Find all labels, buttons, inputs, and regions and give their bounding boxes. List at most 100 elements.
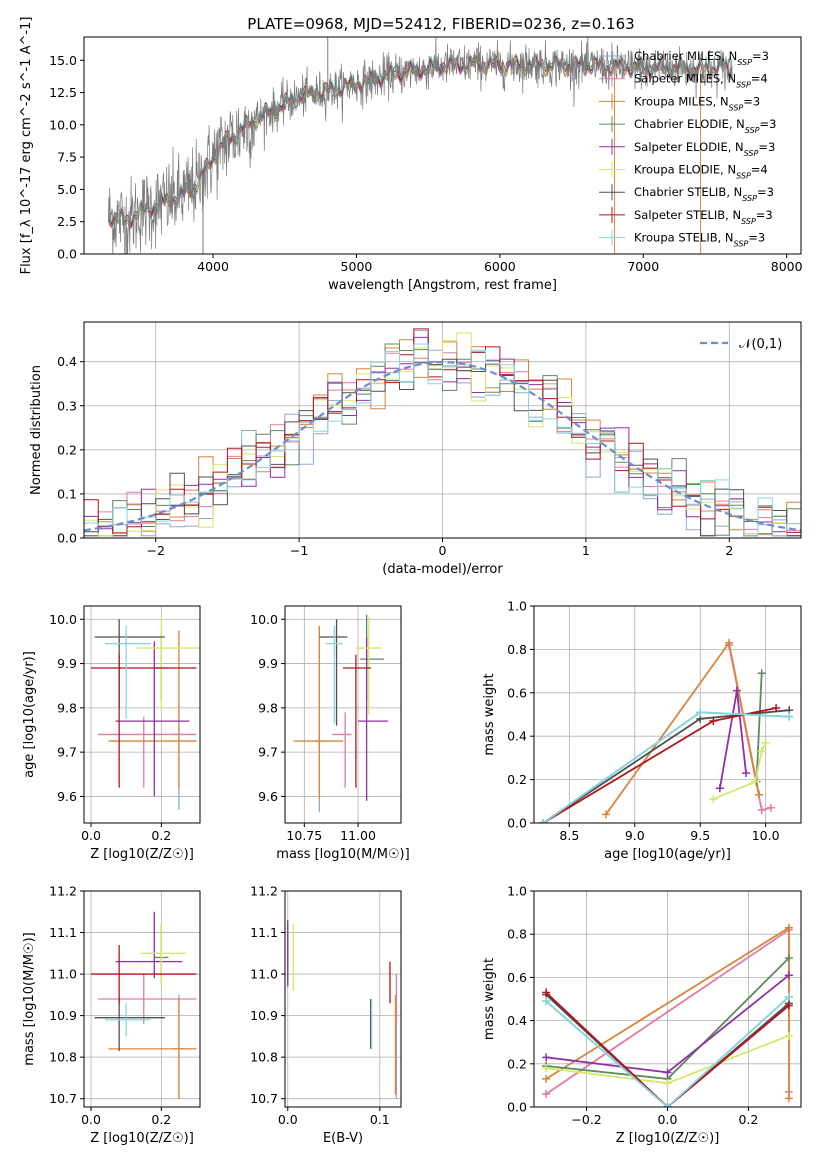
legend-n-value: =3 xyxy=(756,208,773,222)
x-tick-label: 11.00 xyxy=(340,828,376,843)
y-tick-label: 15.0 xyxy=(49,53,77,68)
x-tick-label: 0.0 xyxy=(278,1112,298,1127)
legend-subscript: SSP xyxy=(744,148,759,157)
errorbar-salpeter-elodie xyxy=(358,637,389,801)
series-kroupa-miles xyxy=(601,638,764,819)
series-point xyxy=(761,738,770,747)
y-tick-label: 10.8 xyxy=(49,1050,77,1065)
series-point xyxy=(742,769,751,778)
y-tick-label: 11.2 xyxy=(250,884,278,899)
legend: Chabrier MILES, NSSP=3 Salpeter MILES, NS… xyxy=(599,48,776,248)
series-kroupa-elodie xyxy=(709,738,770,804)
series-point xyxy=(784,953,793,962)
x-tick-label: 0.2 xyxy=(151,828,171,843)
x-tick-label: 1 xyxy=(582,543,590,558)
axes-frame xyxy=(83,36,802,255)
series-point xyxy=(757,747,766,756)
y-tick-label: 0.3 xyxy=(57,398,77,413)
legend-subscript: SSP xyxy=(737,58,752,67)
x-tick-label: 8.5 xyxy=(559,828,579,843)
errorbar-kroupa-miles xyxy=(293,625,343,799)
x-axis-label: age [log10(age/yr)] xyxy=(604,847,731,862)
plot-area xyxy=(534,606,801,823)
series-point xyxy=(772,703,781,712)
x-axis-label: Z [log10(Z/Z☉)] xyxy=(90,1131,194,1146)
y-tick-label: 0.4 xyxy=(507,729,527,744)
legend-label-kroupa-stelib: Kroupa STELIB, NSSP=3 xyxy=(634,231,765,249)
errorbar-salpeter-stelib xyxy=(91,945,197,1004)
y-tick-label: 11.1 xyxy=(49,925,77,940)
series-kroupa-miles xyxy=(542,923,793,1103)
x-tick-label: 2 xyxy=(725,543,733,558)
series-point xyxy=(784,992,793,1001)
observed-spectrum xyxy=(108,37,733,254)
marks xyxy=(107,37,733,254)
panel-spectrum: 4000 5000 6000 7000 8000 0.0 2.5 5.0 7.5 10.0 12.5… xyxy=(19,17,803,293)
y-tick-label: 9.9 xyxy=(57,656,77,671)
y-tick-label: 2.5 xyxy=(57,214,77,229)
errorbar-salpeter-miles xyxy=(332,712,352,788)
x-tick-label: 0.2 xyxy=(738,1112,758,1127)
errorbar-salpeter-stelib xyxy=(343,654,371,788)
series-point xyxy=(542,1074,551,1083)
histogram-kroupa-elodie xyxy=(84,332,801,537)
legend: 𝒩(0,1) xyxy=(700,337,782,352)
panel-residuals: −2 −1 0 1 2 0.0 0.1 0.2 0.3 0.4 (data-model)/error… xyxy=(29,321,802,577)
errorbar-salpeter-miles xyxy=(98,716,197,788)
series-point xyxy=(784,1001,793,1010)
marks xyxy=(293,614,389,812)
plot-area xyxy=(84,891,200,1107)
errorbar-kroupa-elodie xyxy=(140,924,186,987)
errorbar-salpeter-elodie xyxy=(115,641,190,797)
axes-frame xyxy=(284,890,402,1108)
legend-label-chabrier-stelib: Chabrier STELIB, NSSP=3 xyxy=(634,185,774,203)
errorbar-kroupa-stelib xyxy=(105,1003,151,1037)
y-tick-label: 7.5 xyxy=(57,150,77,165)
y-tick-label: 5.0 xyxy=(57,182,77,197)
series-line xyxy=(545,994,790,1107)
y-tick-label: 9.8 xyxy=(57,700,77,715)
panel-age-vs-mass: 10.75 11.00 9.6 9.7 9.8 9.9 10.0 mass [log10(M/… xyxy=(250,605,410,862)
series-point xyxy=(785,712,794,721)
y-tick-label: 0.0 xyxy=(507,816,527,831)
series-point xyxy=(663,1103,672,1107)
series-point xyxy=(663,1068,672,1077)
plot-area xyxy=(84,322,801,538)
series-line xyxy=(755,673,763,782)
marks xyxy=(542,923,793,1107)
errorbar-salpeter-miles xyxy=(98,974,197,1024)
y-tick-label: 12.5 xyxy=(49,85,77,100)
plot-area xyxy=(285,891,401,1107)
legend-subscript: SSP xyxy=(742,194,757,203)
series-point xyxy=(542,1064,551,1073)
x-tick-label: 8000 xyxy=(771,259,803,274)
x-tick-label: 9.5 xyxy=(690,828,710,843)
y-tick-label: 0.6 xyxy=(507,970,527,985)
series-point xyxy=(542,997,551,1006)
legend-label-salpeter-elodie: Salpeter ELODIE, NSSP=3 xyxy=(634,140,775,158)
series-point xyxy=(757,805,766,814)
series-point xyxy=(663,1079,672,1088)
x-tick-label: 0.2 xyxy=(151,1112,171,1127)
panel-mass-vs-ebv: 0.0 0.1 10.7 10.8 10.9 11.0 11.1 11.2 E(B-V) xyxy=(250,884,402,1146)
series-point xyxy=(542,988,551,997)
series-point xyxy=(539,819,548,823)
series-point xyxy=(696,708,705,717)
y-axis-label: mass weight xyxy=(482,958,497,1040)
legend-subscript: SSP xyxy=(729,103,744,112)
errorbar-kroupa-miles xyxy=(108,630,197,790)
series-line xyxy=(605,640,760,815)
legend-subscript: SSP xyxy=(741,216,756,225)
x-tick-label: −2 xyxy=(146,543,164,558)
x-tick-label: 0.0 xyxy=(658,1112,678,1127)
legend-label-gaussian: 𝒩(0,1) xyxy=(739,337,782,352)
axes-frame xyxy=(83,890,201,1108)
series-line xyxy=(728,644,772,812)
series-salpeter-elodie xyxy=(542,971,793,1077)
y-tick-label: 9.7 xyxy=(258,745,278,760)
series-chabrier-stelib xyxy=(539,706,794,823)
x-tick-label: 0 xyxy=(439,543,447,558)
y-tick-label: 0.8 xyxy=(507,927,527,942)
errorbar-salpeter-stelib xyxy=(91,654,197,788)
